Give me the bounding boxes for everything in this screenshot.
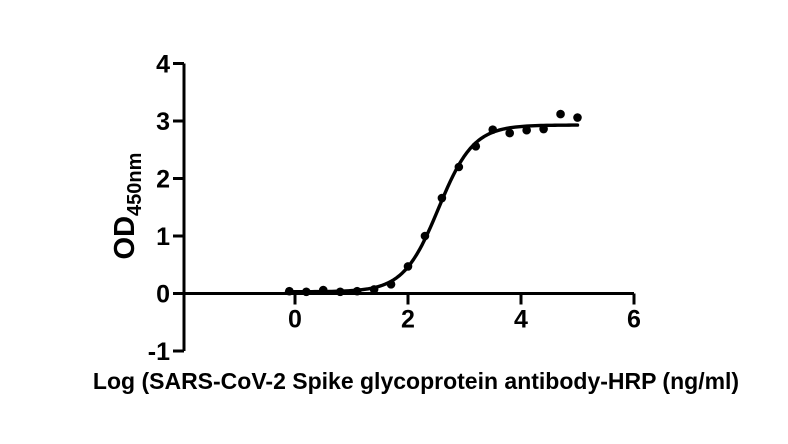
y-tick-label: -1: [148, 338, 170, 366]
data-point: [352, 286, 362, 296]
y-axis-title: OD450nm: [109, 153, 146, 260]
data-point: [573, 113, 582, 122]
data-point: [488, 125, 498, 134]
x-tick-label: 2: [401, 306, 415, 334]
y-tick-label: 1: [156, 223, 170, 251]
data-point: [471, 142, 481, 151]
data-point: [437, 193, 447, 203]
data-point: [318, 285, 328, 295]
fit-curve-line: [284, 123, 580, 294]
x-axis-title: Log (SARS-CoV-2 Spike glycoprotein antib…: [93, 368, 739, 394]
y-tick-label: 3: [156, 108, 170, 136]
y-axis-title-subscript: 450nm: [124, 153, 146, 216]
svg-text:OD450nm: OD450nm: [109, 153, 146, 260]
data-point: [302, 287, 311, 297]
data-point: [522, 125, 531, 135]
axes: 4 3 2 1 0 -1 0 2 4 6: [148, 51, 641, 367]
y-tick-label: 4: [156, 51, 170, 79]
data-point: [420, 231, 430, 241]
x-tick-label: 4: [514, 306, 528, 334]
data-point: [403, 262, 413, 271]
data-point: [556, 109, 565, 119]
y-axis-title-main: OD: [109, 216, 141, 260]
y-tick-label: 2: [156, 166, 170, 194]
data-point: [454, 162, 464, 172]
data-point: [539, 124, 548, 134]
data-point: [505, 128, 514, 138]
x-tick-label: 6: [627, 306, 641, 334]
data-point: [285, 286, 294, 296]
data-point: [369, 285, 379, 294]
x-tick-label: 0: [288, 306, 302, 334]
data-point: [386, 280, 396, 289]
data-point: [335, 287, 345, 297]
y-tick-label: 0: [156, 281, 170, 309]
plot-series: [284, 109, 582, 297]
